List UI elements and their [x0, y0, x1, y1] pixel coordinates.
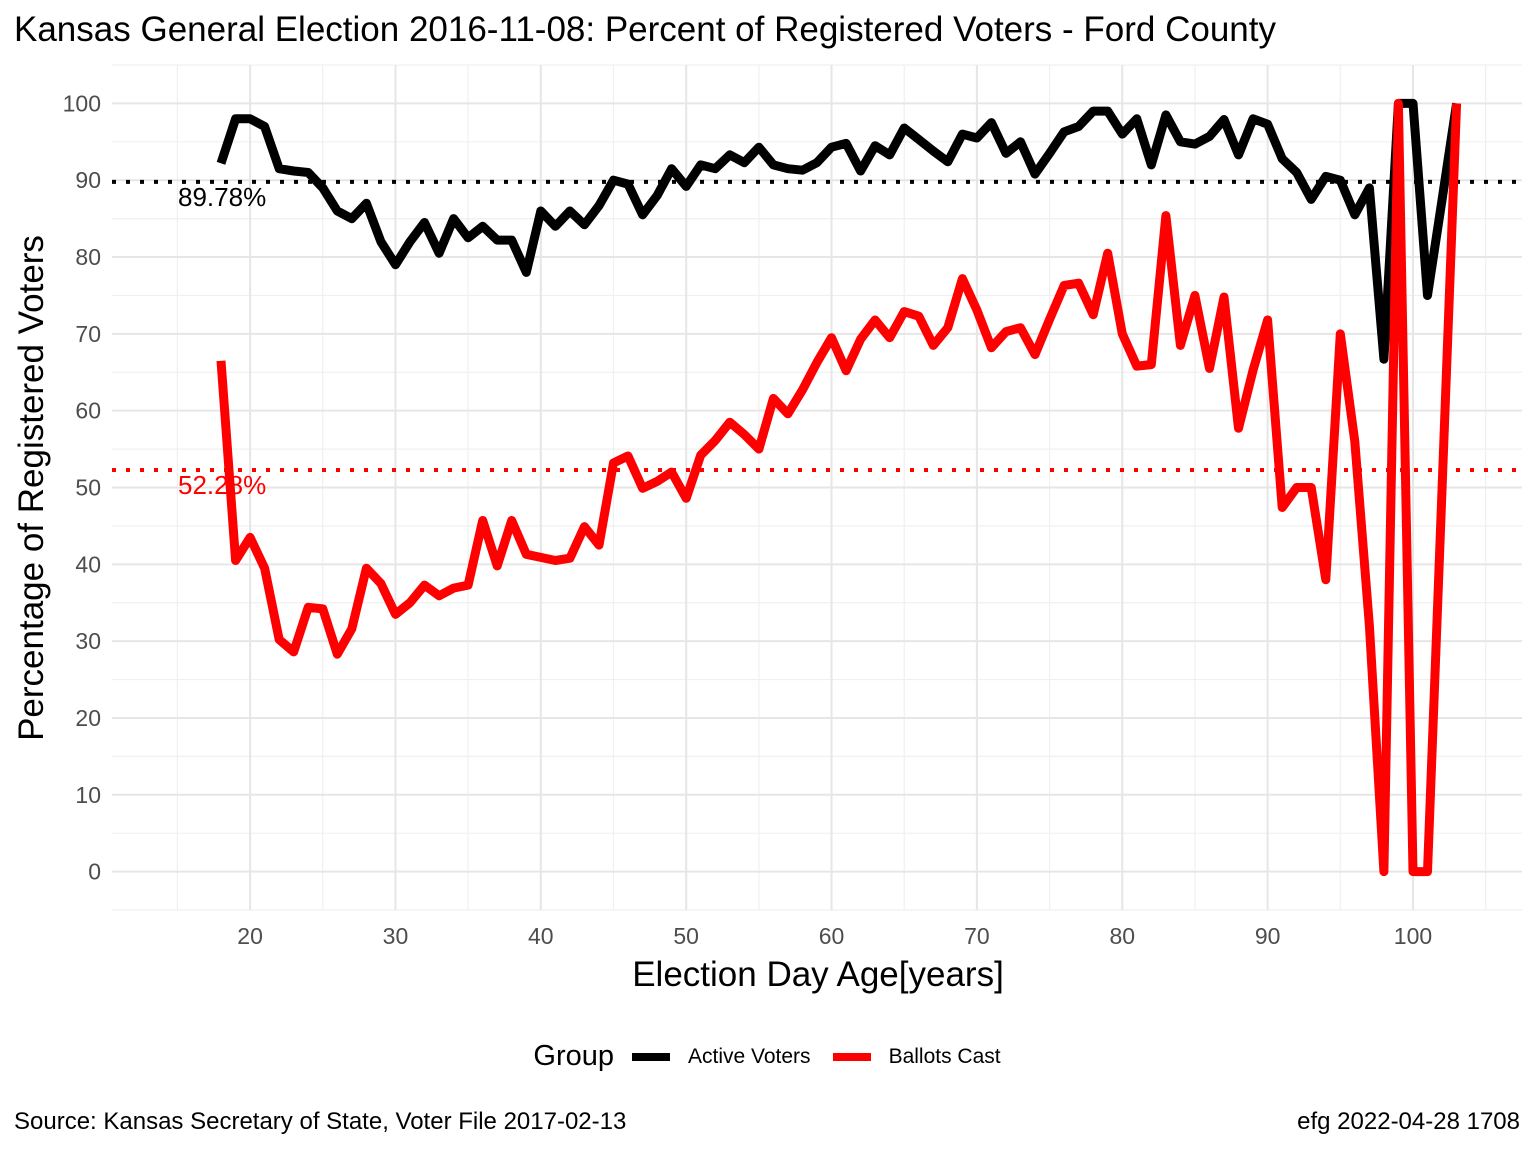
y-tick-label: 60: [75, 398, 101, 424]
x-tick-label: 90: [1255, 923, 1281, 949]
series-line-ballots-cast: [216, 98, 1462, 877]
x-tick-label: 60: [819, 923, 845, 949]
x-tick-label: 30: [383, 923, 409, 949]
reference-lines: [112, 179, 1522, 472]
legend-title: Group: [533, 1040, 614, 1072]
legend-item-active-voters: Active Voters: [632, 1045, 811, 1069]
x-axis-ticks: 20 30 40 50 60 70 80 90 100: [237, 923, 1432, 949]
y-tick-label: 30: [75, 628, 101, 654]
x-tick-label: 20: [237, 923, 263, 949]
legend: Group Active Voters Ballots Cast: [0, 1040, 1536, 1073]
author-caption: efg 2022-04-28 1708: [1297, 1108, 1520, 1135]
reference-label: 89.78%: [178, 182, 266, 212]
series-lines: [216, 98, 1462, 877]
y-tick-label: 100: [63, 90, 101, 116]
x-tick-label: 100: [1394, 923, 1432, 949]
legend-item-ballots-cast: Ballots Cast: [832, 1044, 1001, 1069]
legend-key-active-voters: [632, 1052, 670, 1061]
legend-label-ballots-cast: Ballots Cast: [888, 1044, 1001, 1068]
x-tick-label: 70: [964, 923, 990, 949]
y-tick-label: 0: [88, 859, 101, 885]
series-line-active-voters: [216, 98, 1462, 364]
y-tick-label: 40: [75, 551, 101, 577]
y-axis-label: Percentage of Registered Voters: [12, 235, 51, 741]
chart-title: Kansas General Election 2016-11-08: Perc…: [14, 10, 1276, 49]
y-axis-ticks: 0 10 20 30 40 50 60 70 80 90 100: [63, 90, 101, 884]
y-tick-label: 50: [75, 475, 101, 501]
reference-labels: 89.78% 52.28%: [178, 182, 266, 500]
legend-key-ballots-cast: [832, 1052, 871, 1061]
y-tick-label: 70: [75, 321, 101, 347]
legend-label-active-voters: Active Voters: [688, 1044, 811, 1068]
source-caption: Source: Kansas Secretary of State, Voter…: [14, 1108, 627, 1135]
reference-label: 52.28%: [178, 470, 266, 500]
x-axis-label: Election Day Age[years]: [632, 955, 1004, 994]
grid-major: [112, 65, 1522, 910]
y-tick-label: 20: [75, 705, 101, 731]
y-tick-label: 80: [75, 244, 101, 270]
x-tick-label: 80: [1109, 923, 1135, 949]
y-tick-label: 90: [75, 167, 101, 193]
x-tick-label: 40: [528, 923, 554, 949]
x-tick-label: 50: [673, 923, 699, 949]
y-tick-label: 10: [75, 782, 101, 808]
